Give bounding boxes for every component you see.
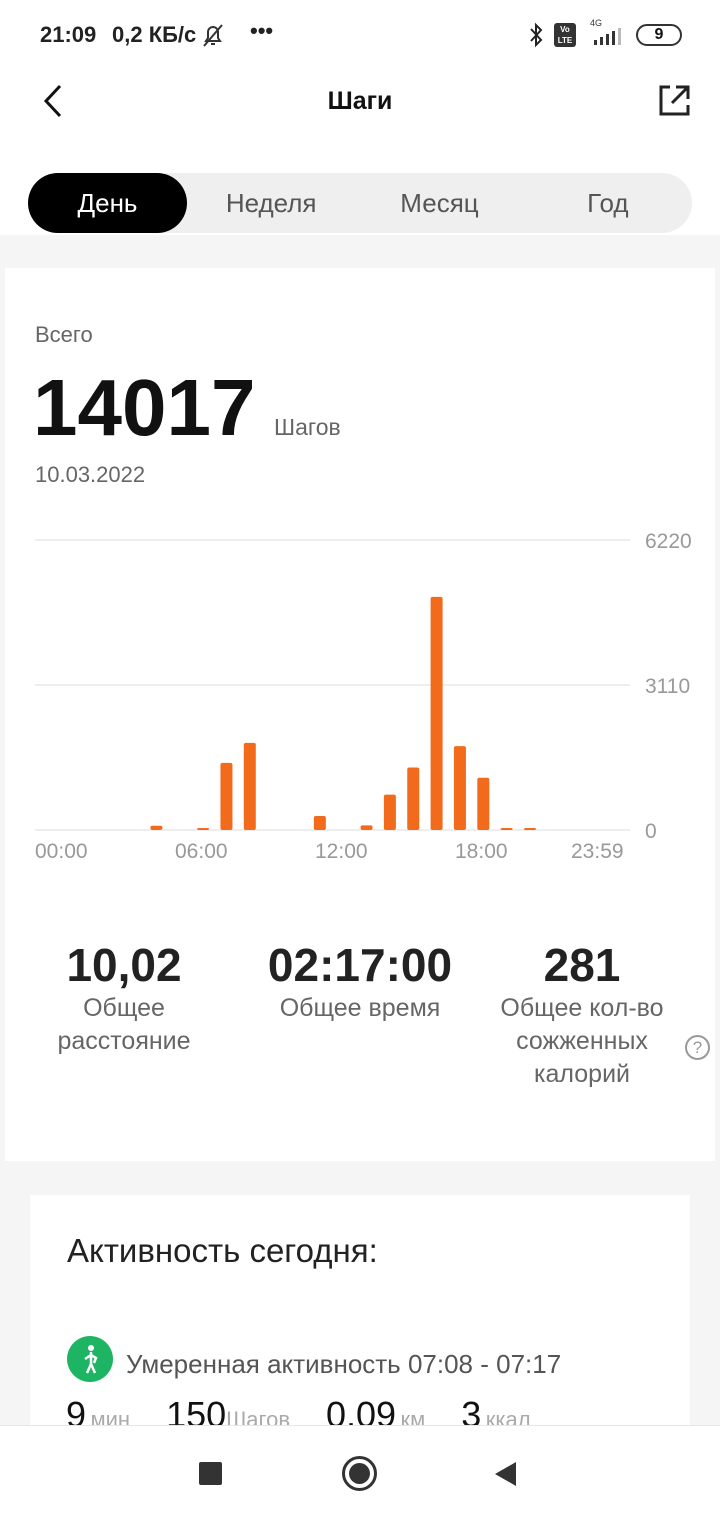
network-type: 4G [590, 18, 603, 28]
stat-label: Общее кол-во сожженных калорий [500, 994, 664, 1088]
y-tick: 3110 [645, 675, 691, 698]
bar-20:00[interactable] [524, 828, 536, 830]
walking-person-icon [67, 1336, 113, 1382]
date: 10.03.2022 [35, 462, 146, 487]
metric-value: 0,09 [326, 1394, 397, 1425]
metric-unit: км [400, 1407, 426, 1425]
bar-07:00[interactable] [220, 762, 233, 830]
tab-month[interactable]: Месяц [400, 187, 479, 218]
x-tick: 18:00 [455, 840, 508, 863]
bar-06:00[interactable] [197, 828, 210, 830]
bar-17:00[interactable] [453, 746, 466, 830]
stat-calories: 281 Общее кол-во сожженных калорий [482, 938, 682, 1091]
activity-metrics: 9 мин 150Шагов 0,09 км 3 ккал [66, 1394, 666, 1425]
bar-08:00[interactable] [243, 742, 256, 830]
system-nav-bar [0, 1425, 720, 1520]
battery-icon: 9 [636, 24, 682, 46]
activity-label: Умеренная активность 07:08 - 07:17 [126, 1349, 562, 1379]
back-nav-button[interactable] [492, 1460, 520, 1488]
volte-icon: Vo LTE [554, 23, 576, 47]
bar-04:00[interactable] [150, 825, 163, 830]
stat-value: 281 [543, 939, 621, 991]
x-tick: 12:00 [315, 840, 368, 863]
total-label: Всего [35, 322, 93, 347]
bar-13:00[interactable] [360, 825, 373, 830]
metric-value: 3 [461, 1394, 482, 1425]
metric-unit: мин [90, 1407, 131, 1425]
y-tick: 6220 [645, 530, 692, 553]
bar-19:00[interactable] [500, 828, 513, 830]
stat-label: Общее расстояние [57, 994, 191, 1055]
recents-button[interactable] [199, 1462, 222, 1485]
metric-value: 9 [66, 1394, 87, 1425]
question-circle-icon[interactable]: ? [685, 1035, 710, 1060]
stat-time: 02:17:00 Общее время [250, 938, 470, 1025]
bar-15:00[interactable] [407, 767, 420, 830]
steps-chart [35, 539, 630, 831]
summary-card [5, 268, 715, 1161]
more-notifications: ••• [250, 18, 274, 43]
x-tick: 06:00 [175, 840, 228, 863]
bluetooth-icon [530, 22, 543, 48]
y-tick: 0 [645, 820, 657, 843]
share-button[interactable] [656, 83, 692, 119]
activity-card [30, 1195, 690, 1455]
bar-11:00[interactable] [313, 816, 326, 830]
tab-year[interactable]: Год [587, 187, 629, 218]
steps-unit: Шагов [274, 414, 341, 440]
stat-value: 10,02 [66, 939, 182, 991]
period-tabs: День Неделя Месяц Год [28, 173, 692, 233]
metric-unit: ккал [485, 1407, 531, 1425]
status-speed: 0,2 КБ/с [112, 22, 197, 47]
battery-level: 9 [654, 26, 664, 43]
signal-icon [594, 28, 621, 45]
back-button[interactable] [38, 82, 70, 120]
tab-week[interactable]: Неделя [225, 187, 317, 218]
bar-16:00[interactable] [430, 596, 443, 830]
bar-14:00[interactable] [383, 794, 396, 830]
stat-value: 02:17:00 [267, 939, 453, 991]
total-steps: 14017 [33, 363, 256, 452]
metric-unit: Шагов [226, 1407, 291, 1425]
tab-day[interactable]: День [28, 173, 187, 233]
stat-distance: 10,02 Общее расстояние [14, 938, 234, 1058]
mute-bell-icon [203, 24, 223, 47]
page-title: Шаги [327, 87, 393, 115]
status-time: 21:09 [40, 22, 97, 47]
x-tick: 23:59 [571, 840, 624, 863]
x-tick: 00:00 [35, 840, 88, 863]
stat-label: Общее время [279, 994, 441, 1022]
home-button[interactable] [342, 1456, 377, 1491]
metric-value: 150 [166, 1394, 227, 1425]
activity-title: Активность сегодня: [67, 1232, 378, 1269]
bar-18:00[interactable] [477, 777, 490, 830]
